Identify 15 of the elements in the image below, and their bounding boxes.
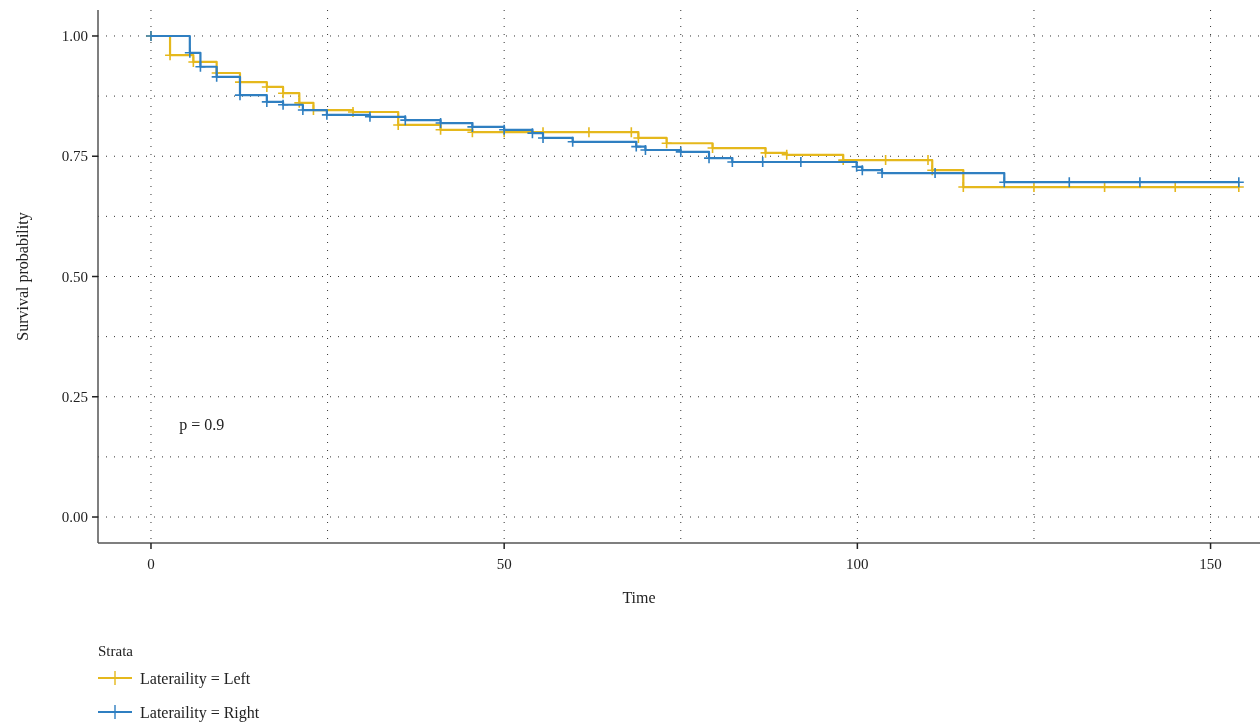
x-tick-label: 100 [846,556,869,572]
y-tick-label: 0.50 [61,268,88,285]
x-tick-label: 50 [496,556,512,572]
legend-label: Lateraility = Left [140,669,251,688]
legend-title: Strata [98,643,134,659]
x-tick-label: 0 [147,556,155,572]
x-tick-label: 150 [1199,556,1222,572]
x-axis-title: Time [622,589,656,606]
legend-label: Lateraility = Right [140,703,260,722]
y-tick-label: 1.00 [61,28,88,45]
y-tick-label: 0.00 [61,509,88,526]
annotation: p = 0.9 [179,416,225,435]
y-tick-label: 0.25 [61,389,88,406]
y-tick-label: 0.75 [61,148,88,165]
y-axis-title: Survival probability [14,212,32,341]
